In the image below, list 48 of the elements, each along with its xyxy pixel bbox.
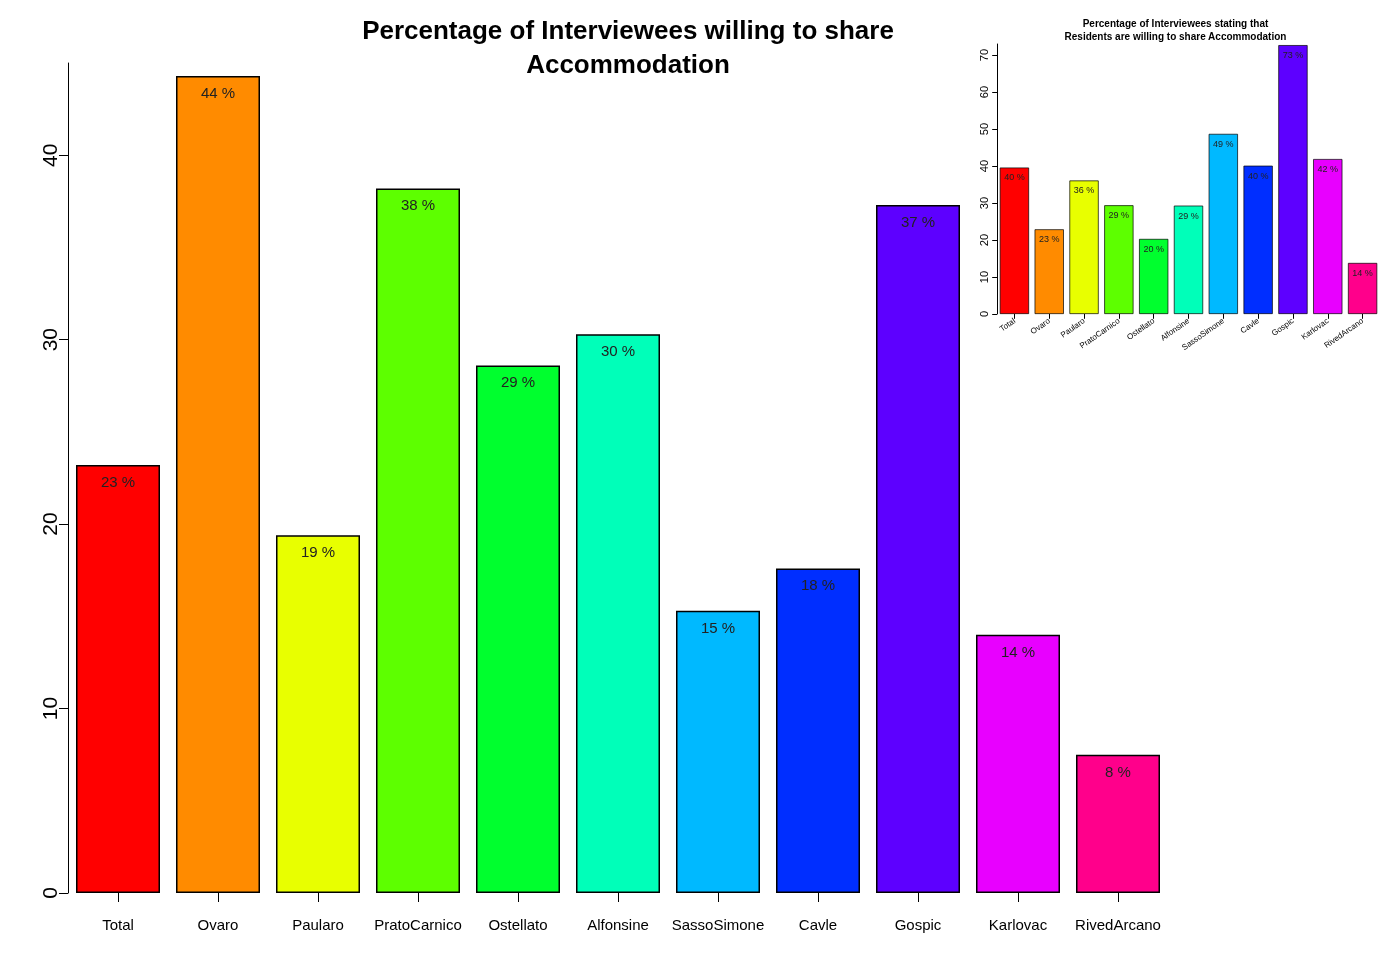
data-label: 42 %: [1317, 163, 1339, 174]
x-tick-label: Gospic: [894, 916, 942, 933]
y-tick-label: 50: [977, 122, 990, 136]
y-tick-label: 40: [977, 159, 990, 173]
data-label: 73 %: [1282, 50, 1304, 61]
x-tick-label: SassoSimone: [671, 916, 765, 933]
x-tick-label: Ostellato: [488, 916, 548, 933]
y-tick-label: 10: [977, 270, 990, 284]
data-label: 30 %: [600, 342, 636, 360]
data-label: 29 %: [500, 373, 536, 391]
data-label: 36 %: [1073, 185, 1095, 196]
y-tick-label: 60: [977, 85, 990, 99]
y-tick-label: 20: [38, 512, 61, 536]
data-label: 40 %: [1247, 170, 1269, 181]
x-tick-label: PratoCarnico: [374, 916, 462, 933]
data-label: 38 %: [400, 196, 436, 214]
data-label: 49 %: [1213, 138, 1234, 149]
data-label: 29 %: [1108, 210, 1130, 221]
data-label: 23 %: [1038, 234, 1060, 245]
y-tick-label: 30: [977, 196, 990, 210]
data-label: 14 %: [1352, 267, 1373, 278]
data-label: 23 %: [100, 473, 136, 491]
chart-title: Percentage of Interviewees stating that Residents are willing to share Accommodation: [1064, 18, 1287, 42]
y-tick-label: 0: [38, 887, 61, 899]
x-tick-label: RivedArcano: [1075, 916, 1161, 933]
x-tick-label: Cavle: [798, 916, 838, 933]
data-label: 29 %: [1178, 210, 1199, 221]
y-tick-label: 10: [38, 696, 61, 721]
data-label: 15 %: [700, 618, 736, 636]
y-tick-label: 40: [38, 143, 61, 167]
y-tick-label: 0: [977, 310, 990, 318]
x-tick-label: Karlovac: [988, 916, 1048, 933]
data-label: 20 %: [1143, 243, 1164, 254]
x-tick-label: Total: [102, 916, 134, 933]
data-label: 8 %: [1105, 762, 1131, 780]
data-label: 18 %: [800, 576, 836, 594]
x-tick-label: Paularo: [292, 916, 344, 933]
y-tick-label: 70: [977, 48, 990, 62]
chart-title: Percentage of Interviewees willing to share Accommodation: [362, 14, 894, 79]
data-label: 14 %: [1000, 642, 1036, 660]
data-label: 44 %: [200, 83, 236, 101]
data-label: 40 %: [1004, 172, 1025, 183]
x-tick-label: Ovaro: [197, 916, 239, 933]
y-tick-label: 30: [38, 327, 61, 352]
x-tick-label: Alfonsine: [587, 916, 649, 933]
y-tick-label: 20: [977, 233, 990, 247]
data-label: 19 %: [300, 543, 336, 561]
data-label: 37 %: [900, 213, 936, 231]
